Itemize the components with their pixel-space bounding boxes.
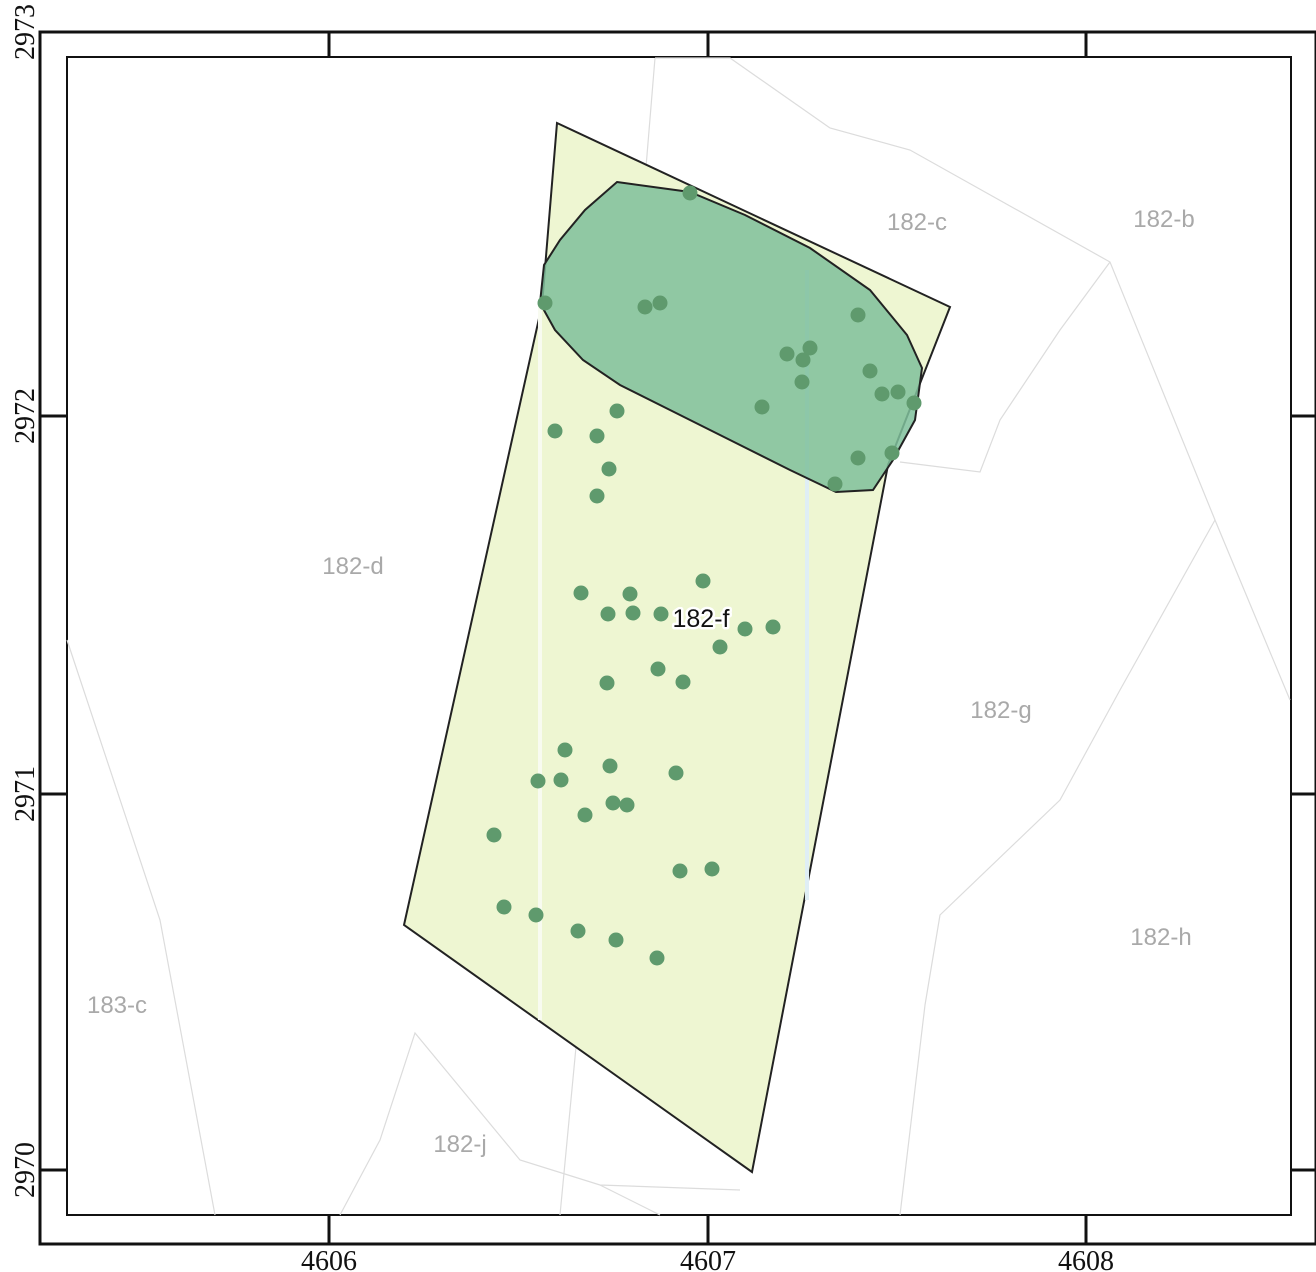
sample-point[interactable]: [557, 742, 573, 758]
sample-point[interactable]: [547, 423, 563, 439]
y-tick-label-2971: 2971: [10, 766, 41, 822]
sample-point[interactable]: [602, 758, 618, 774]
sample-point[interactable]: [653, 606, 669, 622]
sample-point[interactable]: [599, 675, 615, 691]
sample-point[interactable]: [794, 374, 810, 390]
sample-point[interactable]: [890, 384, 906, 400]
sample-point[interactable]: [874, 386, 890, 402]
sample-point[interactable]: [906, 395, 922, 411]
boundary-line: [339, 1031, 741, 1216]
sample-point[interactable]: [765, 619, 781, 635]
x-tick-label-4608: 4608: [1058, 1246, 1114, 1272]
sample-point[interactable]: [850, 307, 866, 323]
region-label-182-d: 182-d: [322, 553, 383, 580]
sample-points: [486, 185, 922, 966]
sample-point[interactable]: [577, 807, 593, 823]
sample-point[interactable]: [609, 403, 625, 419]
sample-point[interactable]: [652, 295, 668, 311]
sample-point[interactable]: [619, 797, 635, 813]
sample-point[interactable]: [496, 899, 512, 915]
y-tick-label-2973: 2973: [10, 4, 41, 60]
sample-point[interactable]: [573, 585, 589, 601]
sample-point[interactable]: [537, 295, 553, 311]
sample-point[interactable]: [862, 363, 878, 379]
sample-point[interactable]: [802, 340, 818, 356]
sample-point[interactable]: [625, 605, 641, 621]
sample-point[interactable]: [737, 621, 753, 637]
sample-point[interactable]: [779, 346, 795, 362]
sample-point[interactable]: [712, 639, 728, 655]
sample-point[interactable]: [589, 428, 605, 444]
focus-region-label: 182-f: [673, 605, 730, 633]
sample-point[interactable]: [850, 450, 866, 466]
sample-point[interactable]: [486, 827, 502, 843]
sample-point[interactable]: [600, 606, 616, 622]
boundary-line: [899, 261, 1111, 473]
sample-point[interactable]: [589, 488, 605, 504]
sample-point[interactable]: [668, 765, 684, 781]
region-label-182-c: 182-c: [887, 209, 947, 236]
sample-point[interactable]: [827, 476, 843, 492]
sample-point[interactable]: [528, 907, 544, 923]
sample-point[interactable]: [601, 461, 617, 477]
sample-point[interactable]: [754, 399, 770, 415]
focus-region-label-halo: 182-f: [673, 605, 730, 633]
region-label-182-j: 182-j: [433, 1131, 486, 1158]
sample-point[interactable]: [649, 950, 665, 966]
sample-point[interactable]: [650, 661, 666, 677]
sample-point[interactable]: [530, 773, 546, 789]
sample-point[interactable]: [622, 586, 638, 602]
boundary-line: [66, 639, 216, 1216]
sample-point[interactable]: [570, 923, 586, 939]
region-label-182-g: 182-g: [970, 697, 1031, 724]
sample-point[interactable]: [704, 861, 720, 877]
boundary-line: [899, 519, 1216, 1216]
axis-ticks: [40, 32, 1316, 1244]
y-tick-label-2970: 2970: [10, 1142, 41, 1198]
outer-frame: [38, 30, 1316, 1246]
region-label-183-c: 183-c: [87, 992, 147, 1019]
sample-point[interactable]: [553, 772, 569, 788]
y-tick-label-2972: 2972: [10, 388, 41, 444]
region-label-182-b: 182-b: [1133, 206, 1194, 233]
boundary-line: [599, 1184, 661, 1216]
sample-point[interactable]: [608, 932, 624, 948]
sample-point[interactable]: [675, 674, 691, 690]
region-label-182-h: 182-h: [1130, 924, 1191, 951]
sample-point[interactable]: [637, 299, 653, 315]
sample-point[interactable]: [605, 795, 621, 811]
sample-point[interactable]: [672, 863, 688, 879]
x-tick-label-4606: 4606: [301, 1246, 357, 1272]
sample-point[interactable]: [695, 573, 711, 589]
x-tick-label-4607: 4607: [680, 1246, 736, 1272]
sample-point[interactable]: [795, 352, 811, 368]
cluster-polygon[interactable]: [538, 180, 924, 494]
sample-point[interactable]: [884, 445, 900, 461]
sample-point[interactable]: [682, 185, 698, 201]
